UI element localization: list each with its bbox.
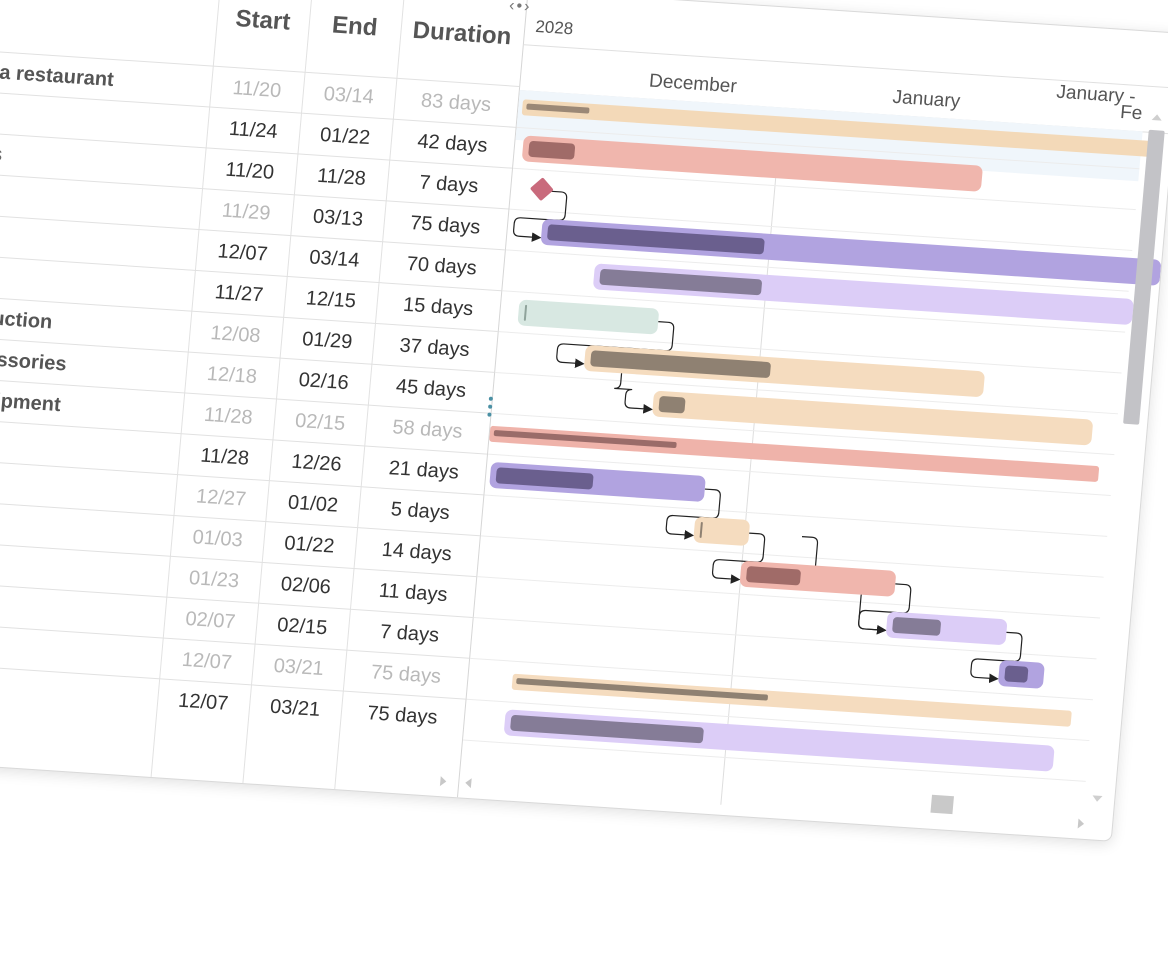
dependency-link[interactable] <box>711 531 766 584</box>
grid-scroll-right-arrow[interactable] <box>439 776 447 787</box>
task-progress-fill <box>658 395 686 414</box>
dependency-link[interactable] <box>513 189 568 242</box>
timeline-scroll-right-arrow[interactable] <box>1077 818 1085 829</box>
header-start[interactable]: Start <box>234 5 292 36</box>
task-bar[interactable] <box>693 516 751 547</box>
duration-cell: 75 days <box>366 702 439 729</box>
task-progress-fill <box>1004 665 1029 683</box>
task-progress-fill <box>528 140 576 160</box>
timeline-scroll-left-arrow[interactable] <box>464 777 472 789</box>
task-progress-fill <box>526 103 590 114</box>
horizontal-scrollbar-thumb[interactable] <box>930 794 954 815</box>
dependency-link[interactable] <box>665 487 721 540</box>
start-date-cell: 12/07 <box>177 689 230 715</box>
scroll-up-arrow[interactable] <box>1151 113 1163 121</box>
task-progress-fill <box>891 616 942 636</box>
scroll-down-arrow[interactable] <box>1092 795 1103 803</box>
dependency-link[interactable] <box>970 630 1023 684</box>
timeline: ‹•› 2028 January - December January Fe <box>458 0 1168 841</box>
dependency-link[interactable] <box>858 582 912 635</box>
task-progress-fill <box>523 304 528 321</box>
task-progress-fill <box>699 521 703 538</box>
task-bar[interactable] <box>997 659 1045 689</box>
task-progress-fill <box>495 467 594 490</box>
header-end[interactable]: End <box>330 11 379 42</box>
gantt-chart: Start End Duration a restaurant 11/20 03/1… <box>0 0 1168 842</box>
task-grid: Start End Duration a restaurant 11/20 03/1… <box>0 0 529 798</box>
end-date-cell: 03/21 <box>269 695 322 721</box>
task-progress-fill <box>745 566 802 586</box>
